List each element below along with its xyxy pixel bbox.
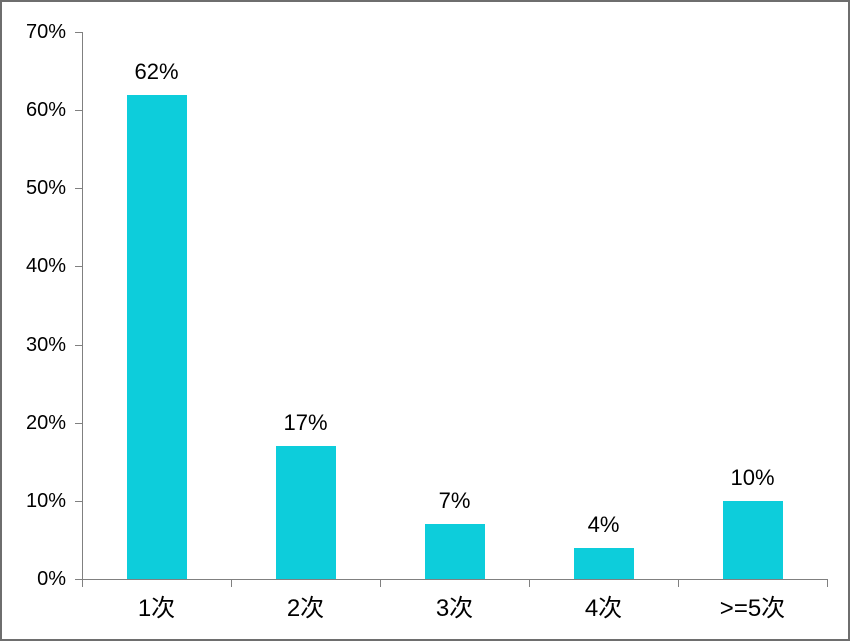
- x-axis-line: [82, 579, 827, 580]
- y-axis-tick-label: 50%: [25, 177, 66, 200]
- bar-value-label: 4%: [587, 511, 620, 537]
- bar-value-label: 10%: [730, 464, 775, 490]
- x-axis-tick: [529, 579, 530, 587]
- bar-value-label: 7%: [438, 488, 471, 514]
- bar-value-label: 62%: [134, 58, 179, 84]
- y-axis-tick: [75, 344, 82, 346]
- y-axis-tick-label: 0%: [37, 568, 66, 590]
- y-axis-tick: [75, 32, 82, 33]
- x-axis-tick-label: 4次: [584, 595, 623, 622]
- y-axis-tick: [75, 188, 82, 190]
- y-axis-tick-label: 70%: [25, 21, 66, 43]
- bar: [573, 547, 634, 579]
- y-axis-tick: [75, 579, 82, 580]
- x-axis-tick-label: 3次: [435, 595, 474, 622]
- bar: [722, 500, 783, 579]
- y-axis-tick: [75, 266, 82, 268]
- y-axis-tick: [75, 110, 82, 112]
- x-axis-tick: [827, 579, 828, 587]
- x-axis-tick: [231, 579, 232, 587]
- bar-value-label: 17%: [283, 410, 328, 436]
- y-axis-tick: [75, 422, 82, 424]
- x-axis-tick: [678, 579, 679, 587]
- x-axis-tick: [380, 579, 381, 587]
- x-axis-tick-label: 1次: [137, 595, 176, 622]
- y-axis-tick-label: 20%: [25, 411, 66, 434]
- bar: [424, 524, 485, 579]
- y-axis-tick-label: 30%: [25, 333, 66, 356]
- y-axis-tick-label: 60%: [25, 99, 66, 122]
- y-axis-line: [82, 32, 83, 579]
- x-axis-tick-label: 2次: [286, 595, 325, 622]
- y-axis-tick: [75, 500, 82, 502]
- y-axis-tick-label: 10%: [25, 489, 66, 512]
- y-axis-tick-label: 40%: [25, 255, 66, 278]
- bar: [126, 94, 187, 579]
- x-axis-tick: [82, 579, 83, 587]
- bar: [275, 446, 336, 579]
- x-axis-tick-label: >=5次: [719, 595, 786, 622]
